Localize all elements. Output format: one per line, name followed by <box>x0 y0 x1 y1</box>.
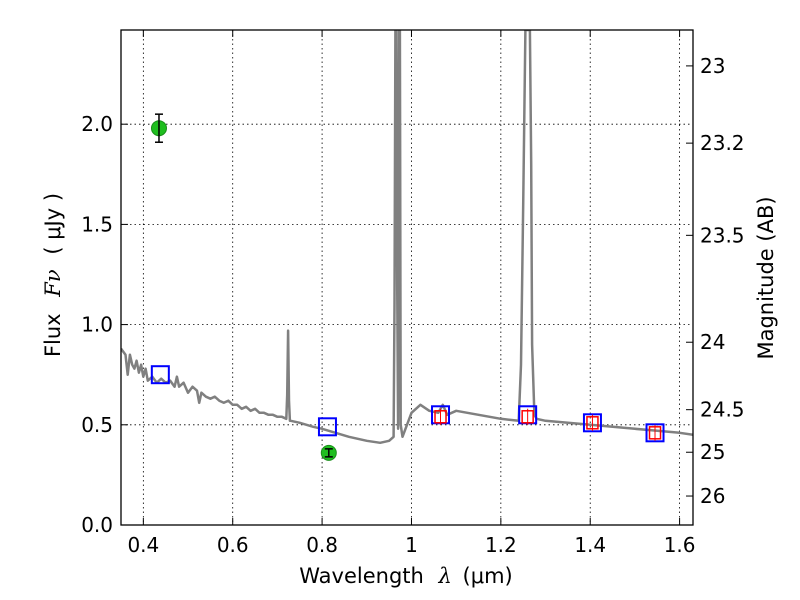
y-axis-label-right: Magnitude (AB) <box>754 196 778 359</box>
y-tick-label: 2.0 <box>81 112 113 136</box>
x-tick-label: 0.6 <box>217 533 249 557</box>
x-tick-label: 0.4 <box>127 533 159 557</box>
tick-layer: 0.4 0.6 0.8 1 1.2 1.4 1.6 0.0 0.5 1.0 1.5 2.0 23 23.2… <box>81 30 745 557</box>
model-photometry-square <box>317 417 337 437</box>
x-tick-label: 1 <box>405 533 418 557</box>
model-photometry-square <box>645 423 665 443</box>
y-axis-label: Flux Fν ( μJy ) <box>41 193 65 357</box>
mag-tick-label: 24.5 <box>700 398 745 422</box>
mag-tick-label: 26 <box>700 484 725 508</box>
mag-tick-label: 23 <box>700 54 725 78</box>
y-tick-label: 1.5 <box>81 212 113 236</box>
mag-tick-label: 23.2 <box>700 131 745 155</box>
series-layer <box>121 30 693 461</box>
model-sed-line <box>121 30 693 445</box>
x-tick-label: 0.8 <box>306 533 338 557</box>
plot-frame <box>120 29 694 526</box>
x-axis-label: Wavelength λ (μm) <box>299 564 512 588</box>
model-photometry-square <box>582 413 602 433</box>
y-tick-label: 0.5 <box>81 413 113 437</box>
plot-area <box>121 30 693 525</box>
grid-lines <box>121 30 693 526</box>
model-photometry-square <box>150 365 170 385</box>
x-tick-label: 1.4 <box>574 533 606 557</box>
mag-tick-label: 23.5 <box>700 223 745 247</box>
y-tick-label: 0.0 <box>81 513 113 537</box>
x-tick-label: 1.2 <box>485 533 517 557</box>
mag-tick-label: 24 <box>700 330 725 354</box>
y-tick-label: 1.0 <box>81 313 113 337</box>
mag-tick-label: 25 <box>700 440 725 464</box>
x-tick-label: 1.6 <box>664 533 696 557</box>
